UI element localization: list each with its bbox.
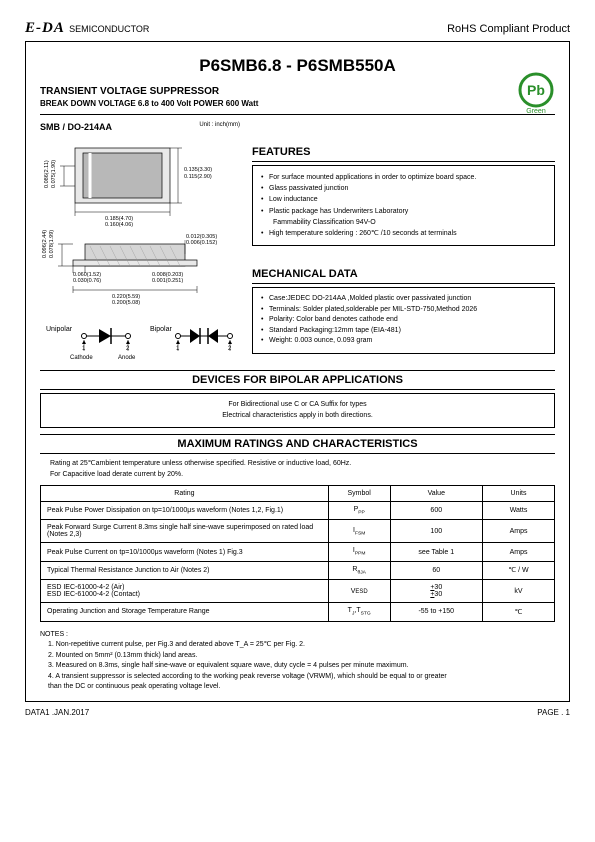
rating-note-line: Rating at 25℃ambient temperature unless …	[50, 459, 555, 470]
bipolar-header: DEVICES FOR BIPOLAR APPLICATIONS	[40, 374, 555, 386]
dim-f2: 0.006(0.152)	[186, 240, 217, 246]
cell: Peak Pulse Power Dissipation on tp=10/10…	[41, 502, 329, 520]
bipolar-box: For Bidirectional use C or CA Suffix for…	[40, 393, 555, 428]
cell: see Table 1	[390, 543, 483, 561]
ratings-table: Rating Symbol Value Units Peak Pulse Pow…	[40, 485, 555, 622]
pb-text: Pb	[527, 82, 545, 98]
dim-d1: 0.096(2.44)	[42, 230, 48, 258]
mech-item: Case:JEDEC DO-214AA ,Molded plastic over…	[269, 294, 471, 305]
mech-item: Terminals: Solder plated,solderable per …	[269, 305, 477, 316]
pb-green-icon: Pb Green	[517, 72, 555, 116]
notes-header: NOTES :	[40, 630, 555, 641]
mechanical-box: •Case:JEDEC DO-214AA ,Molded plastic ove…	[252, 287, 555, 354]
feature-item: Glass passivated junction	[269, 183, 348, 194]
cell: Amps	[483, 543, 555, 561]
compliant-label: RoHS Compliant Product	[447, 23, 570, 35]
col-value: Value	[390, 486, 483, 502]
cell: -55 to +150	[390, 603, 483, 621]
cell: RθJA	[328, 561, 390, 579]
note-item: 1. Non-repetitive current pulse, per Fig…	[48, 640, 555, 651]
cell: Peak Forward Surge Current 8.3ms single …	[41, 520, 329, 543]
table-row: Peak Pulse Power Dissipation on tp=10/10…	[41, 502, 555, 520]
content-frame: P6SMB6.8 - P6SMB550A TRANSIENT VOLTAGE S…	[25, 41, 570, 702]
cell: PPP	[328, 502, 390, 520]
max-ratings-header: MAXIMUM RATINGS AND CHARACTERISTICS	[40, 438, 555, 450]
brand-sub: SEMICONDUCTOR	[69, 24, 149, 34]
brand-text: E-DA	[25, 20, 65, 36]
unipolar-label: Unipolar	[46, 326, 73, 333]
feature-item: Plastic package has Underwriters Laborat…	[269, 206, 408, 217]
features-header: FEATURES	[252, 146, 555, 158]
dim-a1: 0.135(3.30)	[184, 167, 212, 173]
table-row: Peak Pulse Current on tp=10/1000μs wavef…	[41, 543, 555, 561]
package-unit: Unit : inch(mm)	[199, 122, 240, 132]
brand: E-DA SEMICONDUCTOR	[25, 20, 149, 37]
cell: Typical Thermal Resistance Junction to A…	[41, 561, 329, 579]
subtitle-sub: BREAK DOWN VOLTAGE 6.8 to 400 Volt POWER…	[40, 99, 555, 108]
package-label: SMB / DO-214AA Unit : inch(mm)	[40, 122, 240, 132]
table-row: Operating Junction and Storage Temperatu…	[41, 603, 555, 621]
dim-c2: 0.160(4.06)	[105, 222, 133, 228]
dim-b2: 0.075(1.90)	[51, 160, 57, 188]
col-units: Units	[483, 486, 555, 502]
anode-label: Anode	[118, 355, 136, 361]
table-header-row: Rating Symbol Value Units	[41, 486, 555, 502]
cell: TJ,TSTG	[328, 603, 390, 621]
table-row: Peak Forward Surge Current 8.3ms single …	[41, 520, 555, 543]
cell: 60	[390, 561, 483, 579]
bipolar-label: Bipolar	[150, 326, 172, 333]
cell: ESD IEC-61000-4-2 (Air)ESD IEC-61000-4-2…	[41, 580, 329, 603]
note-item: 3. Measured on 8.3ms, single half sine-w…	[48, 661, 555, 672]
feature-item: Fammability Classification 94V-O	[273, 219, 376, 226]
part-title: P6SMB6.8 - P6SMB550A	[40, 56, 555, 76]
cell: kV	[483, 580, 555, 603]
footer-left: DATA1 .JAN.2017	[25, 708, 89, 717]
cell: Watts	[483, 502, 555, 520]
cell: IPPM	[328, 543, 390, 561]
features-box: •For surface mounted applications in ord…	[252, 165, 555, 246]
dim-e2: 0.030(0.76)	[73, 278, 101, 284]
cell: Amps	[483, 520, 555, 543]
cathode-label: Cathode	[70, 355, 93, 361]
note-item: than the DC or continuous peak operating…	[48, 682, 555, 693]
package-diagram: 0.135(3.30) 0.115(2.90) 0.086(2.11) 0.07…	[40, 136, 240, 366]
cell: VESD	[328, 580, 390, 603]
bipolar-text: For Bidirectional use C or CA Suffix for…	[49, 400, 546, 411]
cell: Peak Pulse Current on tp=10/1000μs wavef…	[41, 543, 329, 561]
mech-item: Standard Packaging:12mm tape (EIA-481)	[269, 326, 401, 337]
footer-right: PAGE . 1	[537, 708, 570, 717]
mechanical-header: MECHANICAL DATA	[252, 268, 555, 280]
feature-item: For surface mounted applications in orde…	[269, 172, 476, 183]
dim-a2: 0.115(2.90)	[184, 174, 212, 180]
note-item: 4. A transient suppressor is selected ac…	[48, 672, 555, 683]
table-row: ESD IEC-61000-4-2 (Air)ESD IEC-61000-4-2…	[41, 580, 555, 603]
table-row: Typical Thermal Resistance Junction to A…	[41, 561, 555, 579]
cell: Operating Junction and Storage Temperatu…	[41, 603, 329, 621]
cell: +30+30	[390, 580, 483, 603]
rating-conditions: Rating at 25℃ambient temperature unless …	[50, 459, 555, 480]
mech-item: Polarity: Color band denotes cathode end	[269, 315, 398, 326]
bipolar-text: Electrical characteristics apply in both…	[49, 411, 546, 422]
note-item: 2. Mounted on 5mm² (0.13mm thick) land a…	[48, 651, 555, 662]
col-symbol: Symbol	[328, 486, 390, 502]
subtitle-main: TRANSIENT VOLTAGE SUPPRESSOR	[40, 86, 555, 97]
feature-item: High temperature soldering : 260℃ /10 se…	[269, 228, 457, 239]
dim-b1: 0.086(2.11)	[44, 160, 50, 188]
pb-sub: Green	[526, 108, 546, 114]
page-footer: DATA1 .JAN.2017 PAGE . 1	[25, 708, 570, 717]
rating-note-line: For Capacitive load derate current by 20…	[50, 470, 555, 481]
cell: 600	[390, 502, 483, 520]
dim-g2: 0.001(0.251)	[152, 278, 183, 284]
feature-item: Low inductance	[269, 194, 318, 205]
cell: 100	[390, 520, 483, 543]
mech-item: Weight: 0.003 ounce, 0.093 gram	[269, 336, 372, 347]
col-rating: Rating	[41, 486, 329, 502]
cell: ℃ / W	[483, 561, 555, 579]
cell: ℃	[483, 603, 555, 621]
package-name: SMB / DO-214AA	[40, 122, 112, 132]
notes-section: NOTES : 1. Non-repetitive current pulse,…	[40, 630, 555, 693]
cell: IFSM	[328, 520, 390, 543]
dim-h2: 0.200(5.08)	[112, 300, 140, 306]
dim-d2: 0.078(1.99)	[49, 230, 55, 258]
